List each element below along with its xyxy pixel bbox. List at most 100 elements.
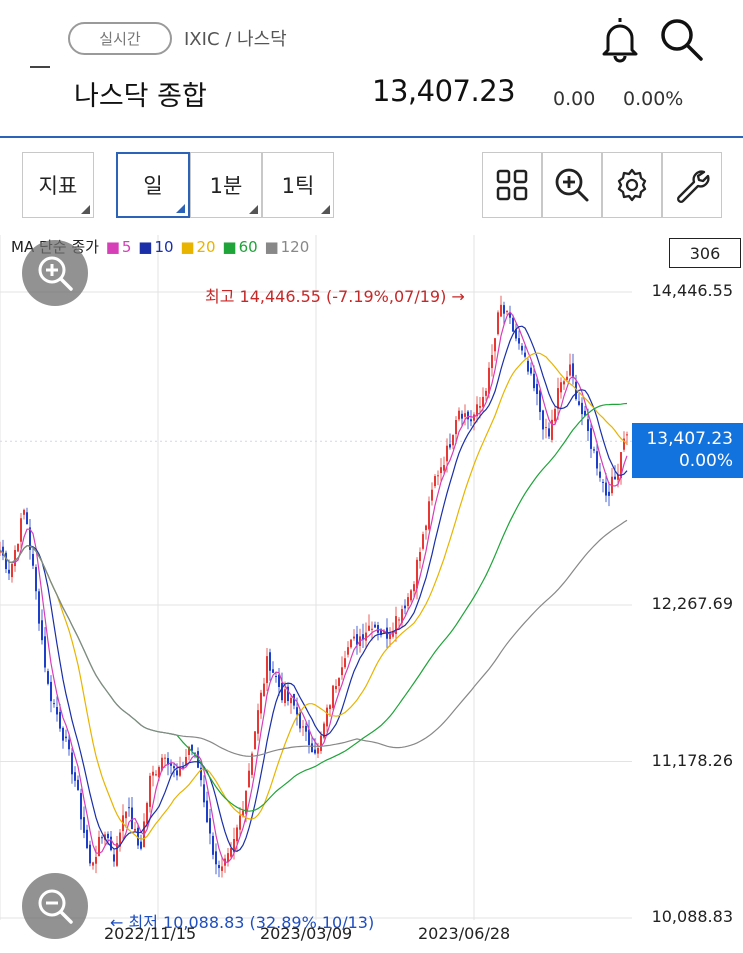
price-change: 0.00 — [553, 88, 596, 110]
candle-body — [554, 408, 556, 422]
layout-grid-button[interactable] — [482, 152, 542, 218]
candle-body — [335, 686, 337, 690]
candle-body — [425, 525, 427, 531]
settings-button[interactable] — [602, 152, 662, 218]
candle-body — [311, 743, 313, 753]
candle-body — [602, 481, 604, 483]
candle-body — [404, 605, 406, 609]
tools-button[interactable] — [662, 152, 722, 218]
candle-body — [77, 779, 79, 790]
candle-body — [296, 707, 298, 715]
candle-body — [26, 512, 28, 525]
candle-body — [221, 866, 223, 871]
candle-body — [587, 419, 589, 431]
candle-body — [182, 766, 184, 768]
dropdown-corner-icon — [249, 205, 258, 214]
chart-zoom-in-button[interactable] — [22, 240, 88, 306]
candle-body — [365, 632, 367, 641]
candle-body — [62, 727, 64, 741]
candle-body — [455, 420, 457, 435]
candle-body — [47, 671, 49, 684]
candle-body — [14, 549, 16, 567]
ma-legend-marker: ■ — [180, 238, 195, 256]
ma-line-20 — [0, 352, 628, 840]
candle-body — [539, 390, 541, 412]
candle-body — [551, 419, 553, 440]
bell-icon[interactable] — [598, 14, 642, 64]
candle-body — [395, 616, 397, 635]
candle-body — [167, 758, 169, 765]
candle-body — [548, 428, 550, 437]
candle-body — [5, 552, 7, 570]
candle-body — [95, 856, 97, 864]
candle-body — [191, 744, 193, 751]
indicator-button[interactable]: 지표 — [22, 152, 94, 218]
candle-body — [218, 865, 220, 869]
candle-body — [413, 584, 415, 592]
candle-body — [230, 848, 232, 857]
candle-body — [320, 735, 322, 751]
candle-body — [155, 774, 157, 776]
candle-body — [578, 401, 580, 405]
candle-body — [116, 843, 118, 866]
candle-body — [179, 766, 181, 776]
count-badge[interactable]: 306 — [669, 238, 741, 268]
realtime-toggle[interactable]: 실시간 — [68, 22, 172, 55]
candle-body — [284, 689, 286, 704]
candle-body — [530, 367, 532, 374]
period-minute-button[interactable]: 1분 — [190, 152, 262, 218]
candle-body — [80, 793, 82, 820]
candle-body — [275, 676, 277, 678]
period-day-label: 일 — [143, 174, 163, 198]
dropdown-corner-icon — [176, 204, 185, 213]
candle-body — [566, 376, 568, 380]
candle-body — [152, 771, 154, 776]
ma-line-120 — [0, 519, 628, 757]
candle-body — [623, 438, 625, 450]
candle-body — [161, 757, 163, 771]
candle-body — [65, 736, 67, 739]
zoom-button[interactable] — [542, 152, 602, 218]
ma-line-10 — [0, 325, 628, 852]
candle-body — [569, 364, 571, 376]
candle-body — [260, 692, 262, 714]
candle-body — [140, 841, 142, 849]
candle-body — [50, 681, 52, 702]
search-icon[interactable] — [656, 14, 706, 64]
candle-body — [329, 705, 331, 710]
candle-body — [458, 410, 460, 420]
candle-body — [41, 620, 43, 641]
candle-body — [470, 419, 472, 422]
menu-dash-icon[interactable] — [30, 66, 50, 68]
price-chart[interactable] — [0, 228, 743, 953]
candle-body — [38, 591, 40, 624]
candle-body — [344, 658, 346, 668]
candle-body — [110, 836, 112, 851]
candle-body — [113, 854, 115, 862]
chart-zoom-out-button[interactable] — [22, 873, 88, 939]
candle-body — [500, 304, 502, 317]
candle-body — [467, 411, 469, 420]
candle-body — [476, 404, 478, 417]
candle-body — [242, 810, 244, 817]
period-day-button[interactable]: 일 — [116, 152, 190, 218]
candle-body — [86, 829, 88, 849]
candle-body — [326, 707, 328, 727]
candle-body — [533, 373, 535, 389]
candle-body — [452, 434, 454, 446]
candle-body — [248, 770, 250, 788]
candle-body — [176, 770, 178, 776]
current-price-tag: 13,407.23 0.00% — [632, 423, 743, 478]
candle-body — [35, 567, 37, 592]
candle-body — [449, 444, 451, 448]
dropdown-corner-icon — [321, 205, 330, 214]
candle-body — [338, 678, 340, 686]
candle-body — [347, 647, 349, 655]
candle-body — [380, 629, 382, 636]
candle-body — [227, 853, 229, 863]
candle-body — [56, 707, 58, 715]
candle-body — [572, 363, 574, 378]
candle-body — [590, 428, 592, 449]
candle-body — [11, 563, 13, 578]
period-tick-button[interactable]: 1틱 — [262, 152, 334, 218]
